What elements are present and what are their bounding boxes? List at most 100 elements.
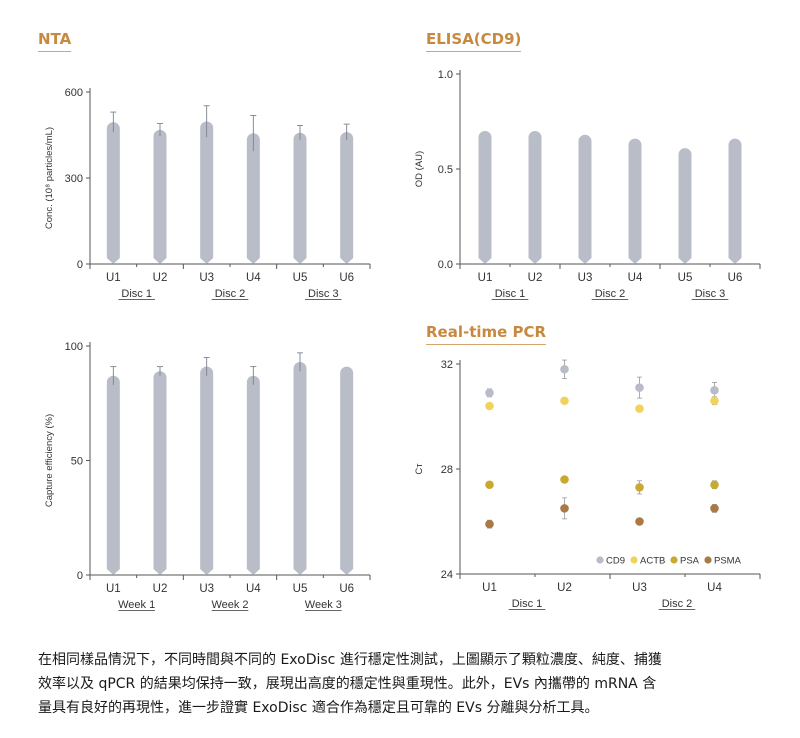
group-label: Disc 2 [662,598,693,610]
data-point [560,364,569,374]
x-tick-label: U1 [478,272,493,284]
data-point [560,396,569,406]
group-label: Disc 2 [215,288,246,300]
x-tick-label: U2 [153,583,168,595]
bar [578,134,592,264]
x-tick-label: U3 [199,272,214,284]
x-tick-label: U3 [199,583,214,595]
bar [628,138,642,264]
bar [293,132,307,264]
data-point [710,385,719,395]
y-tick-label: 28 [441,464,453,476]
x-tick-label: U4 [246,583,261,595]
legend-label: PSA [680,556,700,567]
data-point [485,388,494,398]
bar [340,366,354,575]
group-label: Week 2 [211,599,248,611]
bar [246,375,260,575]
group-label: Disc 1 [512,598,543,610]
y-tick-label: 100 [65,341,83,353]
bar [478,131,492,264]
y-tick-label: 300 [65,173,83,185]
elisa-title: ELISA(CD9) [426,30,522,52]
data-point [560,504,569,513]
data-point [635,517,644,526]
x-tick-label: U5 [678,272,693,284]
legend-marker [630,556,638,564]
legend-label: CD9 [606,556,625,567]
x-tick-label: U6 [339,272,354,284]
legend-label: ACTB [640,556,665,567]
legend-label: PSMA [714,556,742,567]
pcr-chart: 24 28 32 Cᴛ U1 U2 U3 U4 Disc 1 Disc 2 CD9 ACTB PSA PS… [414,359,761,610]
data-point [710,504,719,513]
elisa-chart: 0.0 0.5 1.0 OD (AU) U1 U2 U3 U4 U5 U6 Disc 1 Disc 2… [414,69,761,300]
x-tick-label: U6 [728,272,743,284]
x-tick-label: U3 [578,272,593,284]
x-tick-label: U2 [557,582,572,594]
bar [106,375,120,575]
bar [200,121,214,264]
data-point [635,404,644,413]
bar [153,129,167,264]
y-tick-label: 0.5 [438,164,453,176]
y-axis-label: Capture efficiency (%) [44,414,55,507]
y-tick-label: 32 [441,359,453,371]
group-label: Disc 1 [495,288,526,300]
group-label: Week 3 [305,599,342,611]
x-tick-label: U3 [632,582,647,594]
pcr-title: Real-time PCR [426,323,547,345]
bar [246,133,260,264]
data-point [710,396,719,406]
x-tick-label: U5 [293,583,308,595]
bar [106,122,120,264]
caption-line: 效率以及 qPCR 的結果均保持一致，展現出高度的穩定性與重現性。此外，EVs … [38,676,657,692]
bar [340,132,354,264]
legend-marker [670,556,678,564]
y-tick-label: 24 [441,569,453,581]
y-axis-label: Conc. (10⁸ particles/mL) [44,127,55,229]
data-point [485,401,494,411]
caption-line: 在相同樣品情況下，不同時間與不同的 ExoDisc 進行穩定性測試，上圖顯示了顆… [38,652,662,668]
bar [153,371,167,575]
x-tick-label: U2 [153,272,168,284]
x-tick-label: U1 [106,583,121,595]
bar [293,362,307,575]
data-point [635,383,644,392]
bar [200,366,214,575]
data-point [485,480,494,490]
y-tick-label: 600 [65,87,83,99]
caption-line: 量具有良好的再現性，進一步證實 ExoDisc 適合作為穩定且可靠的 EVs 分… [38,700,599,716]
group-label: Week 1 [118,599,155,611]
x-tick-label: U1 [106,272,121,284]
data-point [635,483,644,492]
group-label: Disc 2 [595,288,626,300]
data-point [560,475,569,484]
x-tick-label: U5 [293,272,308,284]
y-axis-label: OD (AU) [414,151,425,187]
data-point [710,480,719,490]
legend-marker [704,556,712,564]
bar [528,131,542,264]
y-tick-label: 1.0 [438,69,453,81]
bar [728,138,742,264]
x-tick-label: U2 [528,272,543,284]
x-tick-label: U1 [482,582,497,594]
capture-chart: 0 50 100 Capture efficiency (%) U1 U2 U3 U4 U5 U6… [44,341,371,611]
data-point [485,519,494,529]
x-tick-label: U6 [339,583,354,595]
y-tick-label: 0 [77,570,83,582]
group-label: Disc 3 [308,288,339,300]
x-tick-label: U4 [628,272,643,284]
x-tick-label: U4 [246,272,261,284]
group-label: Disc 1 [121,288,152,300]
bar [678,148,692,264]
y-axis-label: Cᴛ [414,463,425,475]
x-tick-label: U4 [707,582,722,594]
y-tick-label: 0 [77,259,83,271]
legend-marker [596,556,604,564]
nta-chart: 0 300 600 Conc. (10⁸ particles/mL) U1 U2 U3 U4 U… [44,87,371,300]
y-tick-label: 0.0 [438,259,453,271]
nta-title: NTA [38,30,72,52]
group-label: Disc 3 [695,288,726,300]
